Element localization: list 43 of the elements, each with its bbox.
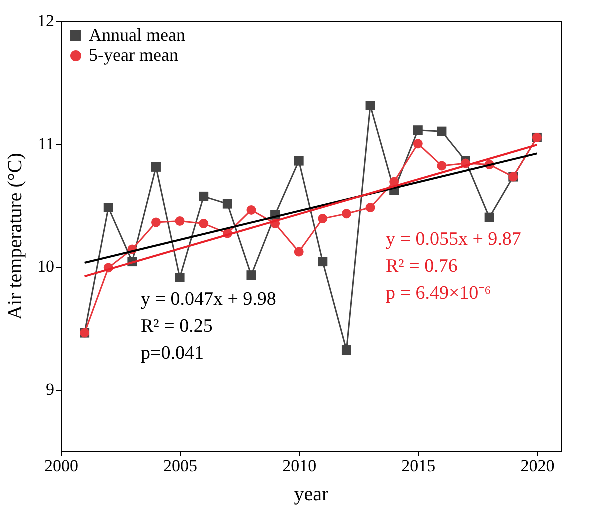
point <box>246 270 256 280</box>
y-tick-label: 9 <box>46 380 54 400</box>
point <box>199 192 209 202</box>
x-tick-label: 2010 <box>282 456 317 476</box>
point <box>294 247 304 257</box>
annotation: R² = 0.25 <box>141 316 213 337</box>
point <box>342 346 352 355</box>
x-tick-label: 2000 <box>44 456 78 476</box>
annotation: p=0.041 <box>141 343 204 364</box>
y-tick-label: 12 <box>38 12 54 30</box>
point <box>222 199 232 209</box>
y-tick-label: 10 <box>38 257 54 276</box>
point <box>151 162 161 172</box>
point <box>413 139 423 149</box>
point <box>318 257 328 267</box>
annotation: R² = 0.76 <box>386 256 458 277</box>
point <box>484 212 494 222</box>
point <box>199 218 209 228</box>
point <box>437 126 447 136</box>
point <box>390 177 400 187</box>
point <box>366 203 376 212</box>
x-tick-label: 2005 <box>164 456 198 476</box>
x-axis-title: year <box>294 484 330 506</box>
point <box>151 218 161 228</box>
y-axis-title: Air temperature (°C) <box>4 153 26 320</box>
point <box>413 126 423 136</box>
point <box>246 205 256 215</box>
point <box>104 203 114 212</box>
point <box>366 101 376 111</box>
legend-label: 5-year mean <box>89 45 178 65</box>
legend-label: Annual mean <box>89 25 186 45</box>
point <box>437 161 447 171</box>
y-tick-label: 11 <box>38 134 54 154</box>
x-tick-label: 2015 <box>402 456 436 476</box>
point <box>175 216 185 226</box>
annotation: y = 0.047x + 9.98 <box>141 289 276 310</box>
point <box>294 156 304 166</box>
annotation: p = 6.49×10⁻⁶ <box>386 283 492 304</box>
annotation: y = 0.055x + 9.87 <box>386 229 522 250</box>
point <box>175 273 185 283</box>
x-tick-label: 2020 <box>520 456 555 476</box>
point <box>342 209 352 219</box>
point <box>318 214 328 224</box>
